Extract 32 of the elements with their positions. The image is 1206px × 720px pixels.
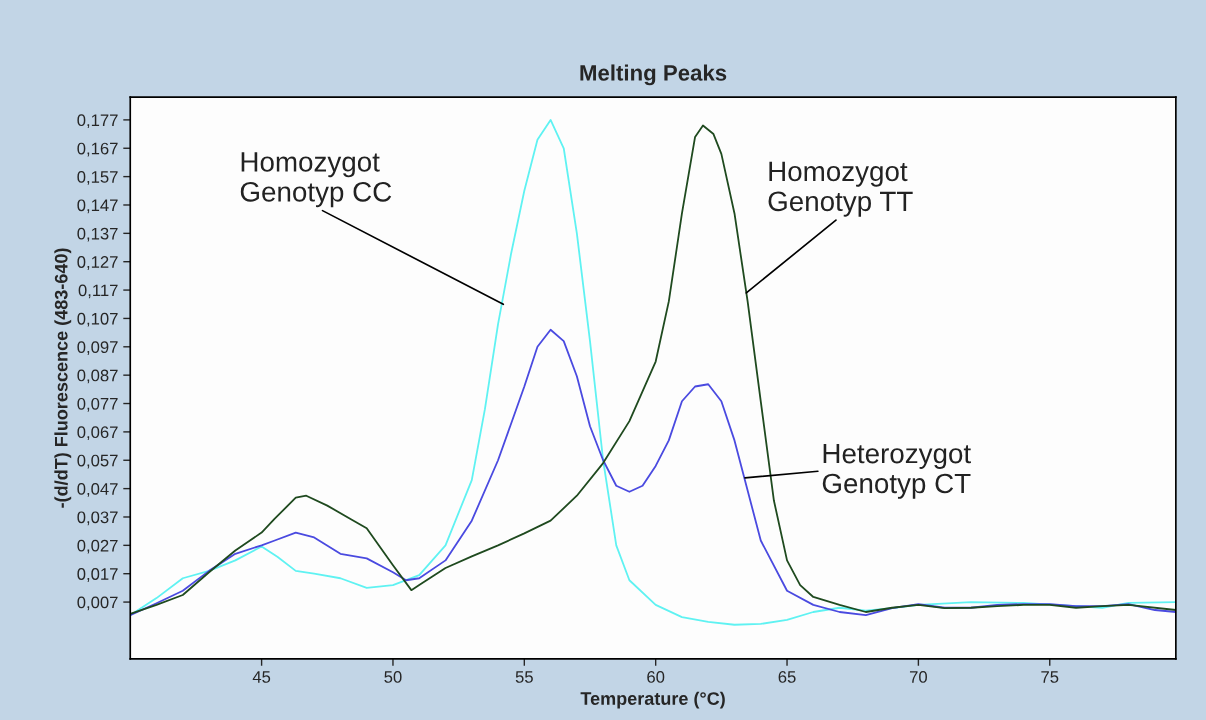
y-tick-label: 0,107 [77,312,118,327]
x-tick-label: 75 [1041,671,1059,683]
x-tick-label: 50 [384,671,402,683]
y-tick-label: 0,117 [78,284,118,299]
y-tick-label: 0,177 [77,114,118,129]
y-tick-label: 0,097 [77,341,118,355]
x-tick-label: 45 [252,671,271,683]
x-tick-label: 60 [647,671,665,683]
x-tick-label: 70 [909,671,928,683]
y-tick-label: 0,127 [77,256,118,270]
y-tick-label: 0,057 [77,454,118,469]
y-tick-label: 0,047 [77,483,118,497]
annotation: Homozygot Genotyp TT [768,161,913,217]
y-tick-label: 0,087 [77,369,118,384]
y-tick-label: 0,137 [77,227,118,242]
y-tick-label: 0,067 [77,426,118,441]
annotation: Homozygot Genotyp CC [240,152,392,208]
x-tick-label: 55 [515,671,533,683]
annotation: Heterozygot Genotyp CT [822,444,971,499]
x-tick-label: 65 [778,671,796,683]
y-tick-label: 0,167 [77,142,118,157]
y-tick-label: 0,077 [77,397,118,412]
y-tick-label: 0,147 [77,199,118,214]
y-axis-title: -(d/dT) Fluorescence (483-640) [54,248,72,508]
x-axis-title: Temperature (°C) [580,691,725,709]
y-tick-label: 0,027 [77,539,118,554]
y-tick-label: 0,037 [77,511,118,526]
line-series [130,328,1176,617]
y-tick-label: 0,017 [77,568,118,582]
chart-title: Melting Peaks [580,64,727,86]
y-tick-label: 0,007 [77,596,118,611]
y-tick-label: 0,157 [77,171,118,185]
